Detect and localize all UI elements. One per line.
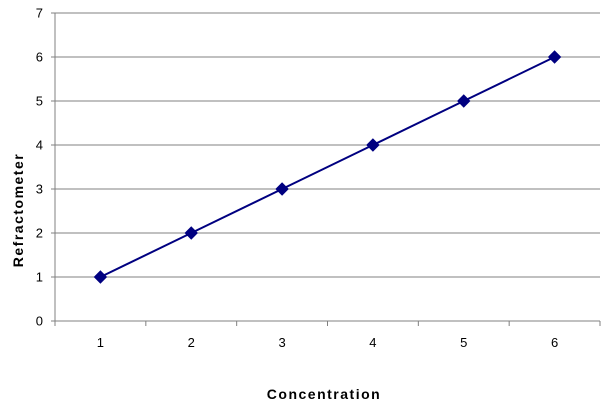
- y-tick-label-0: 0: [36, 314, 43, 329]
- y-tick-label-4: 4: [36, 138, 43, 153]
- y-tick-labels: 0 1 2 3 4 5 6 7: [36, 6, 43, 329]
- x-tick-label-3: 3: [278, 335, 285, 350]
- x-tick-label-4: 4: [369, 335, 376, 350]
- axes: [51, 12, 601, 326]
- y-axis-title: Refractometer: [10, 153, 26, 267]
- x-tick-labels: 1 2 3 4 5 6: [97, 335, 558, 350]
- data-point-1: [93, 270, 108, 284]
- data-point-5: [457, 94, 471, 108]
- y-tick-label-6: 6: [36, 50, 43, 65]
- data-point-3: [275, 182, 289, 196]
- y-tick-label-1: 1: [36, 270, 43, 285]
- series-group: [93, 50, 562, 284]
- y-tick-label-5: 5: [36, 94, 43, 109]
- y-tick-label-7: 7: [36, 6, 43, 21]
- x-tick-label-1: 1: [97, 335, 104, 350]
- x-axis-title: Concentration: [267, 386, 381, 400]
- series-line-0: [99, 56, 556, 278]
- data-point-4: [366, 138, 380, 152]
- data-point-6: [547, 50, 562, 64]
- y-tick-label-2: 2: [36, 226, 43, 241]
- x-tick-label-5: 5: [460, 335, 467, 350]
- gridlines: [55, 12, 600, 278]
- x-tick-label-6: 6: [551, 335, 558, 350]
- data-point-2: [184, 226, 198, 240]
- y-tick-label-3: 3: [36, 182, 43, 197]
- x-tick-label-2: 2: [188, 335, 195, 350]
